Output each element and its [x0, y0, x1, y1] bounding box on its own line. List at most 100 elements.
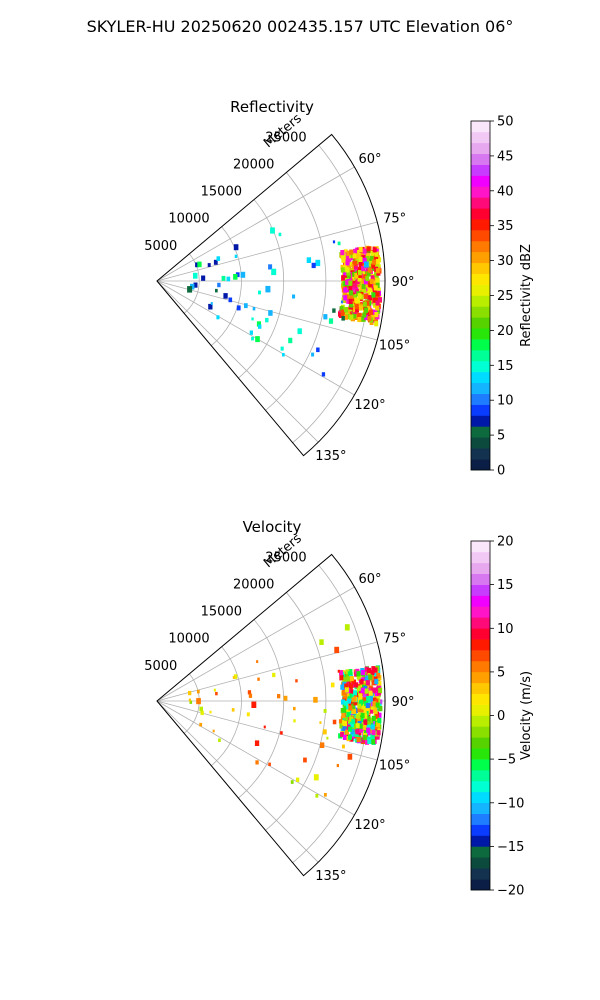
velocity-azimuth-spoke	[156, 641, 378, 702]
velocity-echo-gate	[369, 708, 374, 714]
velocity-echo-gate	[212, 729, 215, 733]
reflectivity-echo-gate	[374, 297, 379, 303]
velocity-echo-gate	[342, 690, 346, 696]
reflectivity-echo-gate	[361, 266, 366, 272]
reflectivity-echo-gate	[197, 261, 202, 268]
velocity-azimuth-spoke	[156, 700, 355, 816]
reflectivity-echo-gate	[365, 300, 370, 306]
reflectivity-echo-gate	[358, 262, 363, 268]
reflectivity-azimuth-spoke	[156, 280, 378, 341]
velocity-azimuth-spoke	[156, 700, 319, 863]
reflectivity-echo-gate	[332, 240, 336, 244]
velocity-colorbar-bin	[471, 868, 490, 880]
reflectivity-echo-gate	[190, 283, 195, 290]
reflectivity-echo-gate	[349, 261, 354, 267]
velocity-colorbar-bin	[471, 704, 490, 716]
velocity-echo-gate	[369, 696, 373, 702]
reflectivity-echo-gate	[369, 261, 373, 267]
reflectivity-colorbar-bin	[471, 273, 490, 285]
velocity-colorbar-bin	[471, 835, 490, 847]
reflectivity-echo-gate	[341, 257, 346, 263]
reflectivity-echo-gate	[348, 276, 353, 282]
velocity-colorbar-bin	[471, 562, 490, 575]
reflectivity-echo-gate	[357, 316, 362, 323]
velocity-echo-gate	[370, 704, 375, 710]
velocity-echo-gate	[351, 725, 356, 731]
velocity-echo-gate	[370, 724, 375, 730]
velocity-echo-gate	[356, 717, 361, 723]
velocity-echo-gate	[368, 690, 373, 696]
velocity-echo-gate	[263, 725, 266, 729]
velocity-azimuth-tick-label: 120°	[354, 818, 385, 833]
reflectivity-panel: Reflectivity 5000 10000 15000 20000 25000 60…	[144, 98, 534, 479]
reflectivity-echo-gate	[213, 259, 218, 265]
reflectivity-echo-gate	[362, 301, 367, 307]
reflectivity-colorbar-bin	[471, 164, 490, 176]
reflectivity-colorbar-tick-label: 5	[497, 429, 505, 444]
velocity-echo-gate	[348, 705, 353, 711]
reflectivity-echo-gate	[361, 283, 366, 290]
reflectivity-echo-gate	[357, 270, 362, 276]
reflectivity-echo-gate	[346, 270, 351, 276]
reflectivity-echo-gate	[226, 276, 231, 282]
velocity-echo-gate	[354, 693, 358, 699]
velocity-colorbar-bin	[471, 551, 490, 564]
velocity-echo-gate	[280, 731, 283, 735]
velocity-echo-gate	[352, 679, 357, 685]
reflectivity-echo-gate	[354, 297, 359, 303]
reflectivity-echo-gate	[340, 267, 345, 273]
velocity-echo-gate	[345, 729, 350, 735]
velocity-echo-gate	[255, 760, 259, 765]
velocity-echo-gate	[293, 706, 296, 711]
velocity-echo-gate	[341, 712, 346, 718]
velocity-echo-gate	[378, 699, 383, 705]
velocity-echo-gate	[337, 669, 340, 673]
reflectivity-echo-gate	[345, 258, 350, 264]
reflectivity-echo-gate	[282, 353, 285, 357]
reflectivity-echo-gate	[365, 275, 370, 282]
reflectivity-echo-gate	[349, 249, 354, 255]
reflectivity-echo-gate	[362, 257, 367, 263]
reflectivity-echo-gate	[363, 279, 368, 285]
velocity-echo-gate	[347, 671, 352, 677]
velocity-colorbar-bin	[471, 617, 490, 629]
velocity-echo-gate	[342, 734, 347, 740]
reflectivity-azimuth-labels: 60° 75° 90° 105° 120° 135°	[315, 152, 414, 464]
reflectivity-echo-gate	[357, 266, 362, 273]
reflectivity-colorbar-tick-label: 50	[497, 115, 514, 130]
reflectivity-colorbar-tick-label: 20	[497, 324, 514, 339]
reflectivity-echo-gate	[358, 282, 363, 288]
reflectivity-echo-gate	[240, 271, 246, 278]
reflectivity-colorbar-bin	[471, 328, 490, 340]
velocity-echo-gate	[347, 753, 353, 760]
velocity-panel: Velocity 5000 10000 15000 20000 25000 60° 75°…	[144, 518, 534, 899]
reflectivity-sector-frame	[156, 133, 386, 457]
reflectivity-range-tick-label: 20000	[233, 157, 274, 172]
reflectivity-azimuth-tick-label: 75°	[383, 211, 406, 226]
reflectivity-echo-gate	[255, 336, 260, 343]
reflectivity-echo-gate	[341, 253, 346, 259]
reflectivity-echo-gate	[348, 286, 353, 292]
reflectivity-echo-gate	[357, 293, 362, 299]
reflectivity-echo-gate	[369, 278, 374, 284]
reflectivity-colorbar-bin	[471, 175, 490, 187]
velocity-echo-gate	[290, 780, 294, 784]
velocity-echo-gate	[332, 719, 337, 725]
velocity-echo-gate	[376, 730, 381, 736]
velocity-echo-gate	[365, 739, 369, 745]
velocity-echo-gate	[357, 706, 362, 713]
reflectivity-echo-gate	[297, 328, 302, 335]
velocity-range-tick-label: 20000	[233, 577, 274, 592]
velocity-echo-gate	[361, 704, 366, 710]
reflectivity-colorbar-bin	[471, 426, 490, 438]
reflectivity-echo-gate	[346, 314, 351, 320]
velocity-echo-gate	[366, 727, 371, 733]
reflectivity-echo-gate	[265, 317, 269, 323]
reflectivity-echo-gate	[235, 272, 240, 278]
velocity-colorbar-bin	[471, 737, 490, 749]
velocity-echo-gate	[313, 696, 318, 703]
reflectivity-echo-gate	[358, 246, 363, 253]
velocity-echo-gate	[319, 639, 324, 645]
velocity-echo-gate	[365, 675, 370, 681]
reflectivity-echo-gate	[372, 300, 377, 306]
